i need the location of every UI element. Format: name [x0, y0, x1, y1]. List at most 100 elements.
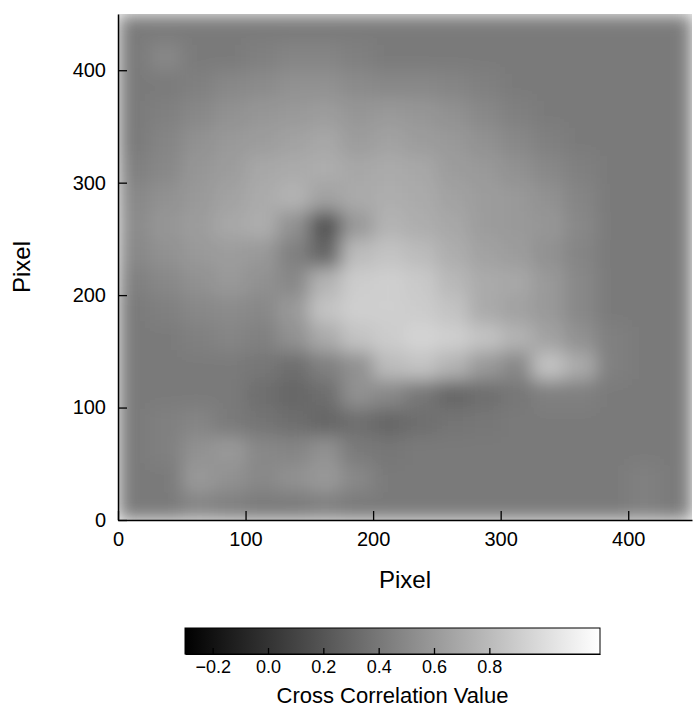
heatmap-cell	[277, 295, 309, 324]
heatmap-cell	[150, 70, 182, 99]
heatmap-cell	[564, 183, 596, 212]
heatmap-cell	[214, 408, 246, 437]
heatmap-cell	[182, 98, 214, 127]
heatmap-cell	[469, 126, 501, 155]
heatmap-cell	[660, 295, 692, 324]
heatmap-cell	[501, 267, 533, 296]
heatmap-cell	[214, 351, 246, 380]
heatmap-cell	[150, 323, 182, 352]
heatmap-cell	[628, 42, 660, 71]
heatmap-cell	[564, 239, 596, 268]
tick: 0.8	[477, 648, 502, 677]
heatmap-cell	[564, 42, 596, 71]
heatmap-cell	[373, 211, 405, 240]
heatmap-cell	[150, 239, 182, 268]
heatmap-cell	[596, 464, 628, 493]
heatmap-cell	[309, 42, 341, 71]
heatmap-cell	[309, 267, 341, 296]
heatmap-cell	[373, 155, 405, 184]
tick-mark	[373, 511, 374, 520]
tick-mark	[434, 648, 435, 654]
heatmap-cell	[437, 183, 469, 212]
tick: −0.2	[195, 648, 231, 677]
heatmap-cell	[246, 492, 278, 520]
heatmap-cell	[150, 379, 182, 408]
heatmap-cell	[277, 464, 309, 493]
tick: 200	[357, 511, 390, 550]
heatmap-cell	[437, 211, 469, 240]
heatmap-cell	[501, 351, 533, 380]
tick-mark	[118, 70, 127, 71]
heatmap-cell	[277, 436, 309, 465]
colorbar-axis: −0.20.00.20.40.60.8	[186, 648, 601, 677]
heatmap-cell	[341, 351, 373, 380]
tick: 0.0	[256, 648, 281, 677]
heatmap-cell	[309, 408, 341, 437]
heatmap-cell	[564, 14, 596, 43]
heatmap-cell	[246, 183, 278, 212]
heatmap-cell	[596, 42, 628, 71]
heatmap-cell	[246, 464, 278, 493]
heatmap-cell	[182, 126, 214, 155]
heatmap-cell	[309, 183, 341, 212]
heatmap-cell	[660, 14, 692, 43]
heatmap-cell	[533, 126, 565, 155]
heatmap-cell	[533, 464, 565, 493]
heatmap-cell	[341, 126, 373, 155]
heatmap-cell	[628, 239, 660, 268]
heatmap-cell	[246, 14, 278, 43]
heatmap-cell	[214, 267, 246, 296]
heatmap-cell	[469, 239, 501, 268]
heatmap-cell	[564, 70, 596, 99]
heatmap-cell	[341, 42, 373, 71]
heatmap-cell	[501, 436, 533, 465]
heatmap-cell	[405, 323, 437, 352]
heatmap-cell	[277, 408, 309, 437]
heatmap-cell	[596, 351, 628, 380]
heatmap-cell	[533, 211, 565, 240]
heatmap-cell	[405, 492, 437, 520]
heatmap-cell	[341, 98, 373, 127]
heatmap-cell	[437, 70, 469, 99]
tick: 300	[73, 172, 127, 194]
heatmap-cell	[246, 239, 278, 268]
heatmap-cell	[373, 14, 405, 43]
heatmap-cell	[373, 42, 405, 71]
heatmap-cell	[533, 295, 565, 324]
heatmap-cell	[533, 351, 565, 380]
heatmap-cell	[437, 492, 469, 520]
heatmap-cell	[501, 408, 533, 437]
tick-mark	[628, 511, 629, 520]
heatmap-cell	[533, 183, 565, 212]
heatmap-cell	[373, 70, 405, 99]
heatmap-cell	[214, 126, 246, 155]
tick-label: 300	[73, 172, 106, 194]
heatmap-cell	[564, 436, 596, 465]
heatmap-cell	[246, 323, 278, 352]
heatmap-cell	[341, 267, 373, 296]
heatmap-cell	[596, 295, 628, 324]
heatmap-cell	[373, 295, 405, 324]
tick: 0.6	[422, 648, 447, 677]
heatmap-cell	[628, 379, 660, 408]
heatmap-cell	[373, 183, 405, 212]
heatmap-cell	[118, 492, 150, 520]
heatmap-cell	[214, 211, 246, 240]
heatmap-cell	[405, 267, 437, 296]
heatmap-cell	[246, 70, 278, 99]
heatmap-cell	[596, 323, 628, 352]
heatmap-cell	[660, 98, 692, 127]
heatmap-cell	[214, 70, 246, 99]
heatmap-cell	[501, 126, 533, 155]
tick: 100	[73, 396, 127, 418]
heatmap-cell	[469, 295, 501, 324]
heatmap-cell	[469, 351, 501, 380]
tick-mark	[489, 648, 490, 654]
heatmap-cell	[118, 267, 150, 296]
colorbar	[185, 628, 600, 654]
heatmap-cell	[150, 14, 182, 43]
heatmap-cell	[660, 239, 692, 268]
heatmap-cell	[214, 295, 246, 324]
heatmap-cell	[246, 379, 278, 408]
heatmap-cell	[309, 126, 341, 155]
